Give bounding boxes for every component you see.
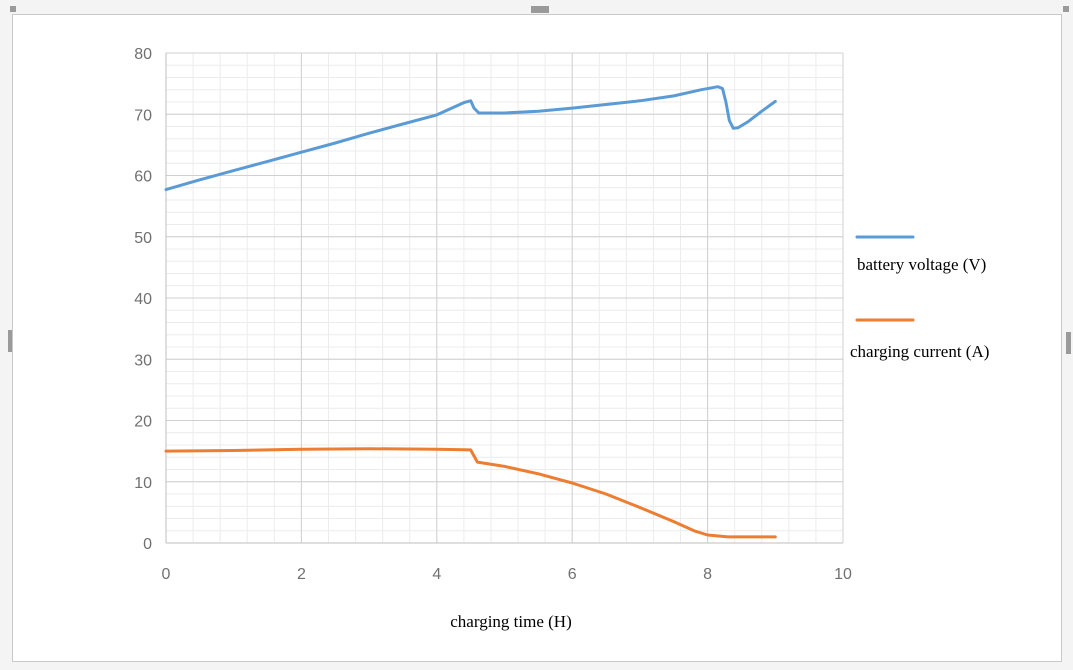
- legend: battery voltage (V) charging current (A): [850, 235, 989, 361]
- axes: 0 2 4 6 8 10 0 10 20 30 40 50 60 70 80: [134, 46, 852, 583]
- y-tick-label: 70: [134, 107, 152, 124]
- resize-handle-top-left[interactable]: [10, 6, 16, 12]
- series-line-battery-voltage: [164, 85, 777, 192]
- x-tick-label: 8: [703, 566, 712, 583]
- y-tick-label: 30: [134, 352, 152, 369]
- x-tick-label: 2: [297, 566, 306, 583]
- x-tick-label: 0: [162, 566, 171, 583]
- y-tick-label: 80: [134, 46, 152, 63]
- series: [164, 85, 777, 539]
- x-axis-title: charging time (H): [450, 612, 571, 631]
- legend-label: charging current (A): [850, 342, 989, 361]
- y-tick-label: 10: [134, 475, 152, 492]
- resize-handle-left[interactable]: [8, 330, 12, 352]
- chart-area[interactable]: [12, 14, 1062, 662]
- resize-handle-top-right[interactable]: [1063, 6, 1069, 12]
- grid: [165, 52, 844, 544]
- resize-handle-right[interactable]: [1066, 332, 1071, 354]
- y-tick-label: 40: [134, 291, 152, 308]
- legend-label: battery voltage (V): [857, 255, 986, 274]
- y-tick-label: 60: [134, 169, 152, 186]
- y-tick-label: 50: [134, 230, 152, 247]
- y-tick-label: 20: [134, 414, 152, 431]
- resize-handle-top[interactable]: [531, 6, 549, 13]
- series-line-charging-current: [164, 447, 777, 539]
- y-tick-label: 0: [143, 536, 152, 553]
- x-tick-label: 6: [568, 566, 577, 583]
- x-tick-label: 10: [834, 566, 852, 583]
- x-tick-label: 4: [432, 566, 441, 583]
